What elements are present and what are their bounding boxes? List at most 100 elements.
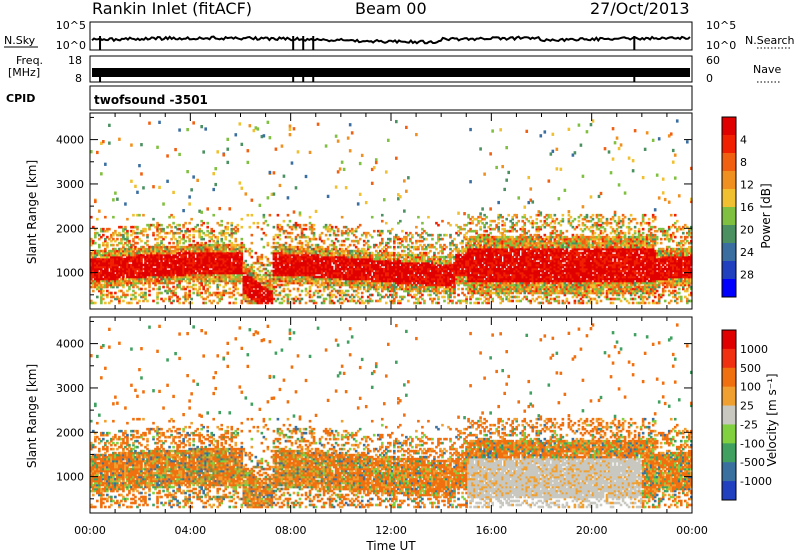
heatmap-cell xyxy=(208,286,211,289)
heatmap-cell xyxy=(146,240,149,243)
heatmap-cell xyxy=(337,234,340,237)
freq-label-2: [MHz] xyxy=(8,66,40,79)
heatmap-cell xyxy=(383,198,386,201)
heatmap-cell xyxy=(273,171,276,174)
heatmap-cell xyxy=(267,121,270,124)
heatmap-cell xyxy=(305,228,308,231)
heatmap-cell xyxy=(403,179,406,182)
heatmap-cell xyxy=(188,202,191,205)
nsky-label: N.Sky xyxy=(4,34,36,47)
heatmap-cell xyxy=(357,292,360,295)
heatmap-cell xyxy=(180,230,183,233)
heatmap-cell xyxy=(96,296,99,299)
heatmap-cell xyxy=(144,292,147,295)
station-title: Rankin Inlet (fitACF) xyxy=(92,0,252,18)
heatmap-cell xyxy=(148,290,151,293)
heatmap-cell xyxy=(251,234,254,237)
heatmap-cell xyxy=(196,224,199,227)
heatmap-cell xyxy=(178,128,181,131)
heatmap-cell xyxy=(245,192,248,195)
heatmap-cell xyxy=(299,294,302,297)
heatmap-cell xyxy=(351,131,354,134)
heatmap-cell xyxy=(263,246,266,249)
heatmap-cell xyxy=(273,226,276,229)
heatmap-cell xyxy=(116,198,119,201)
heatmap-cell xyxy=(269,171,272,174)
heatmap-cell xyxy=(140,288,143,291)
heatmap-cell xyxy=(381,214,384,217)
heatmap-cell xyxy=(355,236,358,239)
heatmap-cell xyxy=(110,300,113,303)
heatmap-cell xyxy=(429,250,432,253)
heatmap-cell xyxy=(385,170,388,173)
heatmap-cell xyxy=(134,292,137,295)
heatmap-cell xyxy=(192,292,195,295)
beam-title: Beam 00 xyxy=(355,0,427,18)
heatmap-cell xyxy=(96,218,99,221)
heatmap-cell xyxy=(251,256,254,259)
heatmap-cell xyxy=(132,214,135,217)
heatmap-cell xyxy=(451,300,454,303)
heatmap-cell xyxy=(190,188,193,191)
heatmap-cell xyxy=(138,164,141,167)
heatmap-cell xyxy=(136,191,139,194)
heatmap-cell xyxy=(112,216,115,219)
heatmap-cell xyxy=(216,236,219,239)
heatmap-cell xyxy=(479,226,482,229)
heatmap-cell xyxy=(188,195,191,198)
heatmap-cell xyxy=(283,300,286,303)
heatmap-cell xyxy=(283,288,286,291)
heatmap-cell xyxy=(156,146,159,149)
heatmap-cell xyxy=(114,192,117,195)
heatmap-cell xyxy=(343,168,346,171)
heatmap-cell xyxy=(214,167,217,170)
heatmap-cell xyxy=(437,302,440,305)
heatmap-cell xyxy=(178,298,181,301)
heatmap-cell xyxy=(251,242,254,245)
heatmap-cell xyxy=(218,284,221,287)
heatmap-cell xyxy=(200,125,203,128)
heatmap-cell xyxy=(228,288,231,291)
heatmap-cell xyxy=(108,124,111,127)
heatmap-cell xyxy=(371,300,374,303)
heatmap-cell xyxy=(441,220,444,223)
heatmap-cell xyxy=(439,234,442,237)
heatmap-cell xyxy=(279,234,282,237)
heatmap-cell xyxy=(327,238,330,241)
heatmap-cell xyxy=(261,238,264,241)
heatmap-cell xyxy=(319,290,322,293)
heatmap-cell xyxy=(337,228,340,231)
heatmap-cell xyxy=(261,228,264,231)
freq-trace xyxy=(92,68,690,77)
heatmap-cell xyxy=(429,294,432,297)
heatmap-cell xyxy=(247,149,250,152)
heatmap-cell xyxy=(257,127,260,130)
heatmap-cell xyxy=(399,220,402,223)
heatmap-cell xyxy=(287,196,290,199)
heatmap-cell xyxy=(94,242,97,245)
heatmap-cell xyxy=(164,236,167,239)
heatmap-cell xyxy=(130,180,133,183)
heatmap-cell xyxy=(325,144,328,147)
heatmap-cell xyxy=(365,201,368,204)
heatmap-cell xyxy=(459,232,462,235)
heatmap-cell xyxy=(226,226,229,229)
heatmap-cell xyxy=(421,222,424,225)
heatmap-cell xyxy=(289,133,292,136)
heatmap-cell xyxy=(277,298,280,301)
heatmap-cell xyxy=(98,210,101,213)
heatmap-cell xyxy=(188,234,191,237)
heatmap-cell xyxy=(214,183,217,186)
heatmap-cell xyxy=(126,230,129,233)
heatmap-cell xyxy=(236,224,239,227)
nave-tick-high: 60 xyxy=(706,54,720,67)
heatmap-cell xyxy=(421,294,424,297)
heatmap-cell xyxy=(104,216,107,219)
heatmap-cell xyxy=(204,302,207,305)
heatmap-cell xyxy=(469,302,472,305)
heatmap-cell xyxy=(172,216,175,219)
heatmap-cell xyxy=(323,240,326,243)
heatmap-cell xyxy=(333,242,336,245)
heatmap-cell xyxy=(463,228,466,231)
